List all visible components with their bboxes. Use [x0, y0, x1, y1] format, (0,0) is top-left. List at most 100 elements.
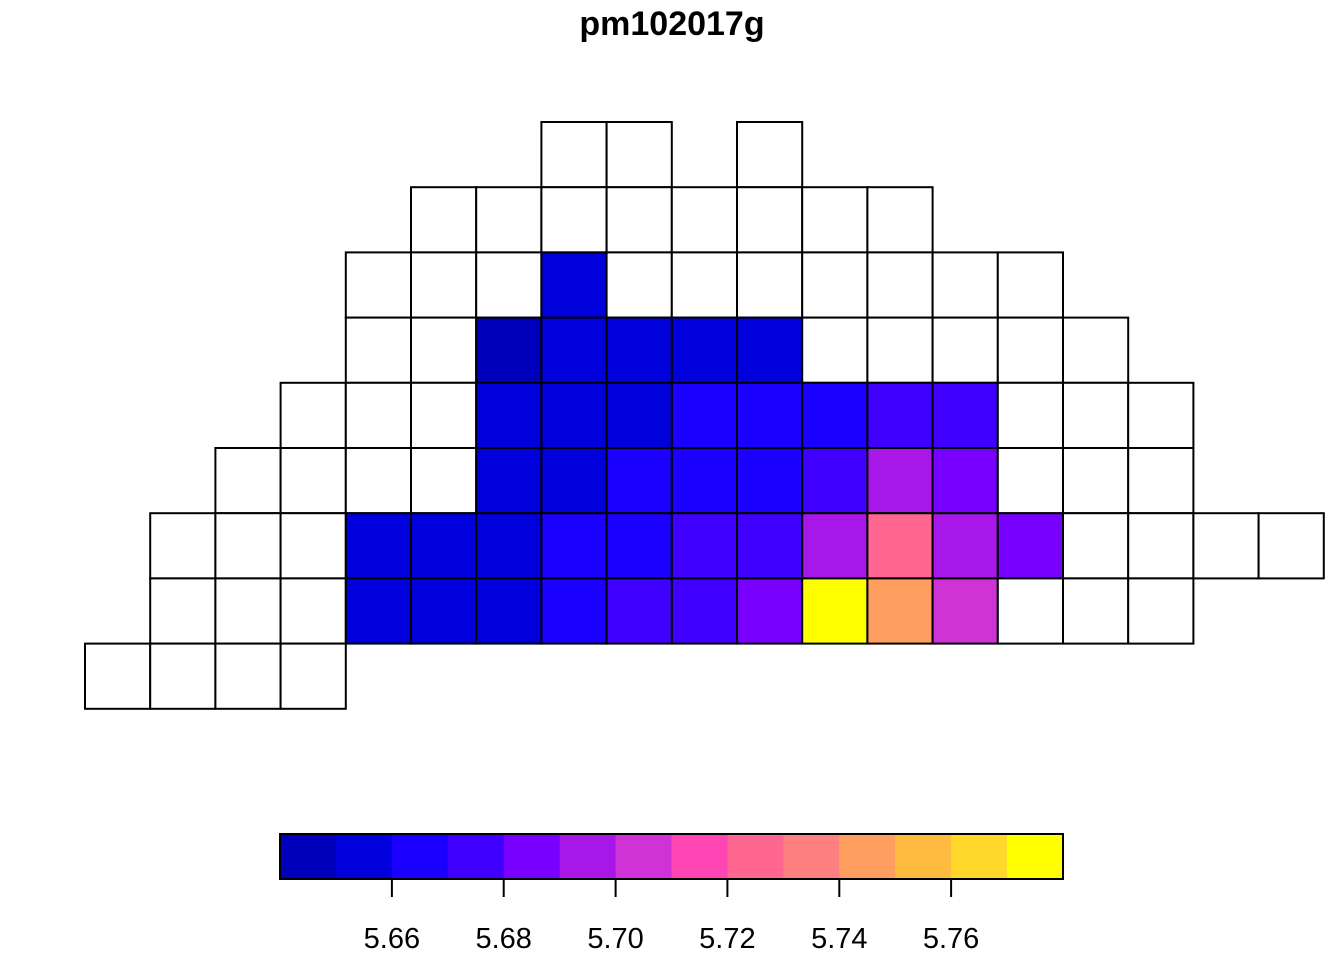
legend-swatch [503, 834, 561, 879]
empty-cell [344, 381, 412, 449]
heatmap-cell [736, 316, 804, 384]
empty-cell [410, 381, 478, 449]
empty-cell [866, 186, 934, 254]
empty-cell [996, 577, 1064, 645]
empty-cell [149, 577, 217, 645]
heatmap-cell [670, 447, 738, 515]
empty-cell [801, 316, 869, 384]
heatmap-cell [475, 381, 543, 449]
empty-cell [214, 447, 282, 515]
empty-cell [1192, 512, 1260, 580]
legend-swatch [559, 834, 617, 879]
heatmap-cell [605, 381, 673, 449]
empty-cell [540, 186, 608, 254]
heatmap-cell [475, 577, 543, 645]
empty-cell [344, 316, 412, 384]
legend-swatch [839, 834, 896, 879]
empty-cell [605, 251, 673, 319]
legend-swatch [280, 834, 337, 879]
heatmap-cell [801, 512, 869, 580]
empty-cell [1062, 577, 1130, 645]
empty-cell [344, 447, 412, 515]
empty-cell [931, 251, 999, 319]
legend-tick-label: 5.74 [811, 923, 867, 955]
empty-cell [344, 251, 412, 319]
legend-tick-label: 5.68 [475, 923, 531, 955]
heatmap-cell [931, 447, 999, 515]
heatmap-cell [801, 577, 869, 645]
empty-cell [1127, 577, 1195, 645]
empty-cell [605, 121, 673, 189]
empty-cell [410, 251, 478, 319]
empty-cell [736, 121, 804, 189]
legend-tick-label: 5.70 [587, 923, 643, 955]
heatmap-cell [670, 381, 738, 449]
empty-cell [540, 121, 608, 189]
empty-cell [475, 186, 543, 254]
legend-tick-label: 5.76 [923, 923, 979, 955]
empty-cell [801, 251, 869, 319]
empty-cell [996, 381, 1064, 449]
legend-swatch [615, 834, 673, 879]
heatmap-cell [866, 381, 934, 449]
empty-cell [410, 447, 478, 515]
heatmap-cell [931, 381, 999, 449]
empty-cell [670, 186, 738, 254]
heatmap-cell [475, 512, 543, 580]
empty-cell [214, 577, 282, 645]
empty-cell [279, 577, 347, 645]
legend-swatch [671, 834, 729, 879]
heatmap-cell [605, 577, 673, 645]
heatmap-cell [540, 381, 608, 449]
legend-swatch [895, 834, 952, 879]
empty-cell [996, 251, 1064, 319]
heatmap-cell [866, 512, 934, 580]
empty-cell [149, 642, 217, 710]
heatmap-cell [540, 316, 608, 384]
empty-cell [605, 186, 673, 254]
empty-cell [410, 316, 478, 384]
heatmap-cell [540, 447, 608, 515]
empty-cell [1062, 447, 1130, 515]
empty-cell [1127, 381, 1195, 449]
empty-cell [279, 447, 347, 515]
heatmap-cell [996, 512, 1064, 580]
heatmap-cell [475, 447, 543, 515]
legend-tick-label: 5.72 [699, 923, 755, 955]
heatmap-cell [866, 447, 934, 515]
heatmap-cell [866, 577, 934, 645]
grid-cells [84, 121, 1325, 710]
empty-cell [996, 316, 1064, 384]
empty-cell [1062, 381, 1130, 449]
heatmap-cell [736, 447, 804, 515]
empty-cell [1127, 512, 1195, 580]
empty-cell [214, 642, 282, 710]
empty-cell [279, 642, 347, 710]
empty-cell [801, 186, 869, 254]
legend-swatch [727, 834, 784, 879]
heatmap-cell [410, 512, 478, 580]
heatmap-cell [540, 577, 608, 645]
heatmap-cell [670, 512, 738, 580]
heatmap-cell [801, 447, 869, 515]
heatmap-cell [475, 316, 543, 384]
heatmap-cell [605, 447, 673, 515]
empty-cell [866, 316, 934, 384]
heatmap-cell [670, 316, 738, 384]
legend-border [279, 833, 1064, 880]
heatmap-cell [670, 577, 738, 645]
empty-cell [736, 186, 804, 254]
empty-cell [214, 512, 282, 580]
heatmap-cell [931, 577, 999, 645]
empty-cell [670, 251, 738, 319]
heatmap-cell [801, 381, 869, 449]
empty-cell [931, 316, 999, 384]
empty-cell [996, 447, 1064, 515]
empty-cell [736, 251, 804, 319]
heatmap-cell [344, 512, 412, 580]
legend-swatch [783, 834, 840, 879]
empty-cell [279, 381, 347, 449]
empty-cell [866, 251, 934, 319]
heatmap-cell [540, 512, 608, 580]
